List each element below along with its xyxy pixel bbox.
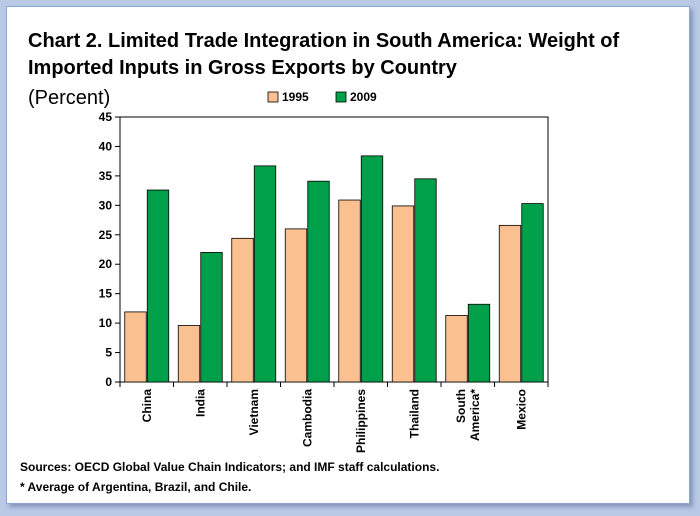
bar-2009 [253,165,277,383]
bar-1995 [124,311,147,383]
y-tick-label: 45 [99,110,113,124]
x-category-label: Mexico [514,389,528,430]
bar-1995 [284,228,308,383]
bar-1995 [391,205,415,383]
bar-1995 [231,237,254,383]
y-tick-label: 10 [99,316,113,330]
bar-2009 [200,252,223,383]
x-category-label: America* [468,389,482,441]
bar-2009 [307,180,330,383]
chart-title: Chart 2. Limited Trade Integration in So… [28,28,619,82]
average-footnote: * Average of Argentina, Brazil, and Chil… [20,480,252,494]
chart-unit-label: (Percent) [28,87,111,109]
y-tick-label: 20 [99,257,113,271]
x-category-label: Vietnam [247,389,261,435]
bar-2009 [467,303,491,383]
legend-label-1995: 1995 [282,90,309,104]
bar-2009 [414,178,437,383]
x-category-label: Philippines [354,389,368,453]
y-tick-label: 30 [99,198,113,212]
bar-1995 [498,224,522,383]
y-tick-label: 15 [99,287,113,301]
x-category-label: Cambodia [300,389,314,447]
sources-footnote: Sources: OECD Global Value Chain Indicat… [20,460,440,474]
y-tick-label: 40 [99,139,113,153]
legend-label-2009: 2009 [350,90,377,104]
bar-2009 [360,155,384,383]
x-category-label: Thailand [407,389,421,438]
x-category-label: India [193,389,207,417]
y-tick-label: 0 [105,375,112,389]
y-tick-label: 5 [105,346,112,360]
bar-1995 [338,199,361,383]
bar-2009 [521,203,544,383]
y-tick-label: 25 [99,228,113,242]
chart-title-line-2: Imported Inputs in Gross Exports by Coun… [28,57,457,79]
legend-swatch-1995 [267,91,279,103]
legend-swatch-2009 [335,91,347,103]
y-tick-label: 35 [99,169,113,183]
bar-2009 [146,189,170,383]
x-category-label: South [454,389,468,423]
x-category-label: China [140,389,154,423]
bar-1995 [177,325,201,383]
chart-title-line-1: Chart 2. Limited Trade Integration in So… [28,30,620,52]
bar-1995 [445,315,468,383]
